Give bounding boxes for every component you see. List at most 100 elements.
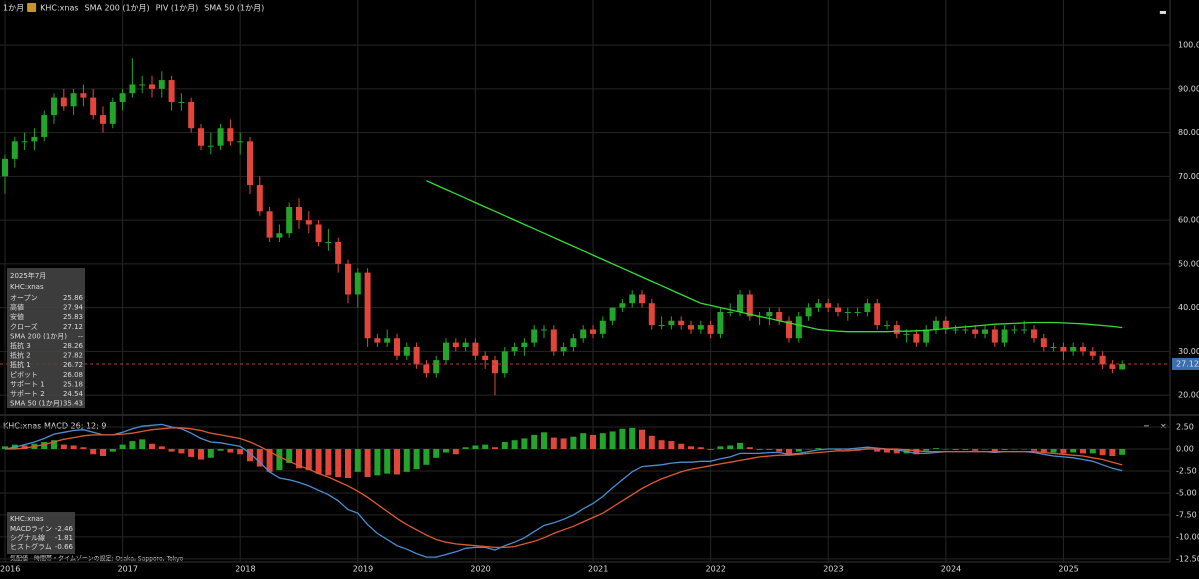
info-value: 24.54 [63,390,84,398]
macd-title: MACD 26; 12; 9 [44,422,106,431]
histogram-bar [168,449,175,452]
candle-body [2,158,8,177]
x-tick-label: 2020 [470,565,490,574]
info-value: 35.43 [63,400,83,408]
candle-body [335,241,342,264]
histogram-bar [756,449,763,450]
histogram-bar [697,447,704,449]
candle-body [1089,351,1096,356]
histogram-bar [786,449,792,455]
histogram-bar [266,449,273,472]
histogram-bar [727,445,734,449]
histogram-bar [256,449,263,467]
histogram-bar [1099,449,1106,456]
candle-body [119,93,126,102]
candle-body [452,342,459,347]
histogram-bar [678,443,685,449]
candle-body [991,329,998,343]
y-tick-label: 20.00 [1178,391,1199,400]
candle-body [560,346,567,352]
candle-body [893,325,900,334]
candle-body [727,311,734,313]
candle-body [844,311,851,313]
candle-body [433,360,440,374]
candle-body [227,128,234,142]
histogram-bar [590,434,596,449]
candle-body [1119,363,1126,370]
candle-body [315,224,322,242]
macd-info-label: シグナル線 [10,533,45,542]
histogram-bar [511,440,518,449]
histogram-bar [619,428,626,449]
candle-body [815,303,822,308]
close-icon[interactable]: × [1160,422,1167,431]
macd-info-value: -1.81 [55,534,73,542]
macd-info-value: -0.66 [55,543,74,551]
candle-body [1109,364,1116,369]
candle-body [697,325,704,330]
candle-body [325,241,332,243]
histogram-bar [1109,449,1116,457]
candle-body [1060,346,1067,352]
histogram-bar [717,446,724,449]
candle-body [403,346,410,356]
histogram-bar [149,443,155,449]
histogram-bar [570,436,577,449]
candle-body [1031,329,1037,339]
histogram-bar [345,449,351,478]
histogram-bar [158,446,165,449]
info-value: 28.26 [63,342,84,350]
candle-body [21,141,28,143]
histogram-bar [2,446,8,449]
candle-body [501,351,508,374]
info-label: サポート 2 [10,390,45,398]
minimize-icon[interactable]: − [1143,422,1150,431]
histogram-bar [580,433,587,449]
candle-body [41,115,48,137]
histogram-bar [227,449,234,453]
histogram-bar [443,449,449,453]
histogram-bar [688,446,694,449]
window-icon[interactable]: ▬ [1159,8,1167,17]
candle-body [394,338,400,356]
candle-body [864,303,871,312]
histogram-bar [1011,449,1018,450]
series-line [5,427,1123,549]
info-symbol: KHC:xnas [10,283,44,291]
candle-body [982,329,988,334]
candle-body [511,346,518,352]
candle-body [795,316,802,339]
histogram-bar [315,449,322,474]
histogram-bar [521,438,528,449]
x-tick-label: 2023 [823,565,843,574]
histogram-bar [923,449,930,451]
y-tick-label: 80.00 [1178,128,1199,137]
candle-body [178,101,185,103]
histogram-bar [384,449,391,474]
candle-body [158,80,165,89]
info-date: 2025年7月 [10,271,46,280]
y-tick-label: 0.00 [1176,445,1194,454]
histogram-bar [972,449,979,451]
macd-info-value: -2.46 [55,525,74,533]
candle-body [1070,346,1077,352]
info-value: 26.72 [63,361,83,369]
y-tick-label: 60.00 [1178,216,1199,225]
histogram-bar [1080,449,1086,454]
candle-body [462,342,469,347]
candle-body [746,294,753,317]
histogram-bar [609,431,616,449]
candle-body [1011,329,1018,331]
histogram-bar [90,449,97,455]
histogram-bar [129,441,136,449]
candle-body [962,329,969,331]
histogram-bar [354,449,361,472]
candle-body [384,338,391,343]
histogram-bar [207,449,214,458]
y-tick-label: 100.00 [1178,41,1199,50]
histogram-bar [70,445,77,449]
candle-body [1001,329,1008,343]
histogram-bar [139,439,146,449]
